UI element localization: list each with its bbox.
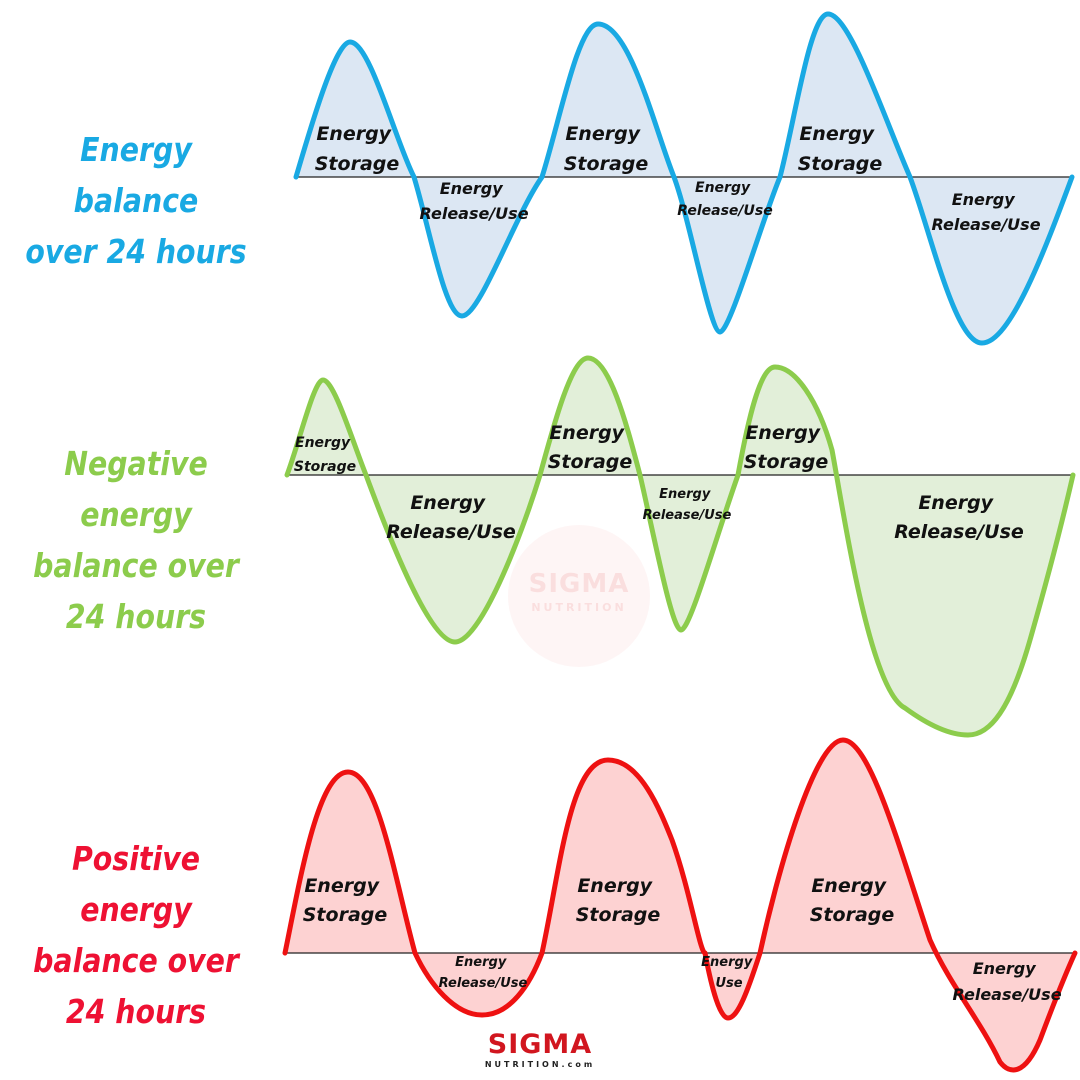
red-wave-group [282,737,1078,1073]
green-labels: Energy Storage Energy Release/Use Energy… [294,422,1024,543]
blue-wave-group [293,11,1075,346]
label-release-2: Energy Release/Use [677,180,772,219]
row-title-negative-energy-balance: Negative energy balance over 24 hours [19,438,253,642]
row-title-positive-energy-balance: Positive energy balance over 24 hours [19,833,253,1037]
row-title-line: Negative energy [64,444,208,534]
label-release-2: Energy Release/Use [643,487,732,523]
blue-labels: Energy Storage Energy Release/Use Energy… [315,123,1041,234]
row-title-line: balance over [33,546,239,585]
sigma-nutrition-logo: SIGMA NUTRITION.com [470,1030,610,1070]
label-storage-1: Energy Storage [294,435,356,475]
label-release-3: Energy Release/Use [894,492,1024,543]
red-wave-line [282,737,1078,1073]
label-release-1: Energy Release/Use [386,492,516,543]
row-title-line: 24 hours [65,597,207,636]
label-release-3: Energy Release/Use [931,190,1040,234]
watermark-main: SIGMA [528,569,630,599]
label-release-1: Energy Release/Use [439,955,528,991]
label-storage-1: Energy Storage [303,875,388,926]
logo-main-text: SIGMA [487,1029,593,1060]
label-storage-3: Energy Storage [744,422,829,473]
row-title-line: Energy balance [73,130,199,220]
label-release-2: Energy Release/Use [952,959,1061,1004]
label-storage-1: Energy Storage [315,123,400,175]
label-use-1: Energy Use [701,955,757,991]
row-title-line: over 24 hours [25,232,247,271]
row-title-energy-balance: Energy balance over 24 hours [19,124,253,277]
sigma-watermark: SIGMA NUTRITION [508,525,650,667]
logo-sub-text: NUTRITION.com [484,1060,596,1069]
red-labels: Energy Storage Energy Release/Use Energy… [303,875,1062,1004]
label-storage-2: Energy Storage [548,422,633,473]
green-wave-line [284,355,1076,738]
row-title-line: Positive energy [72,839,200,929]
label-storage-2: Energy Storage [564,123,649,175]
row-title-line: balance over [33,941,239,980]
label-storage-3: Energy Storage [810,875,895,926]
label-storage-3: Energy Storage [798,123,883,175]
blue-wave-fill [296,14,1072,343]
red-wave-fill [285,740,1075,1070]
row-title-line: 24 hours [65,992,207,1031]
green-wave-fill [287,358,1073,735]
blue-wave-line [293,11,1075,346]
green-wave-group [284,355,1076,738]
label-storage-2: Energy Storage [576,875,661,926]
watermark-sub: NUTRITION [531,601,627,614]
label-release-1: Energy Release/Use [419,179,528,223]
